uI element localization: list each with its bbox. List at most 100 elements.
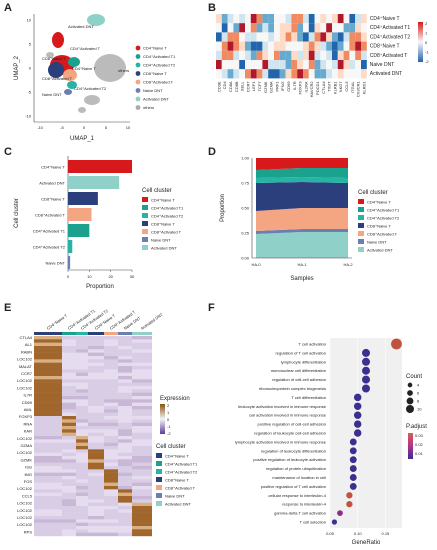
marker-heatmap-cell	[314, 14, 321, 24]
heatmap-gene-label: FOXP3	[19, 414, 33, 419]
umap-x-tick: 10	[126, 125, 131, 130]
heatmap-gene-label: GZMA	[20, 443, 32, 448]
heatmap-cell	[132, 402, 152, 407]
heatmap-cell	[34, 426, 62, 430]
marker-heatmap-cell	[349, 41, 356, 51]
heatmap-cell	[62, 406, 76, 410]
cluster-others-blob-4	[46, 52, 54, 58]
heatmap-cell	[62, 399, 76, 403]
umap-ylabel: UMAP_2	[14, 55, 20, 80]
heatmap-cell	[62, 492, 76, 497]
heatmap-cell	[88, 336, 104, 340]
marker-heatmap-col-label: IL7R	[292, 81, 297, 90]
marker-heatmap-cell	[216, 32, 222, 42]
heatmap-cell	[132, 406, 152, 410]
marker-heatmap-col-label: CCR7	[245, 81, 250, 93]
heatmap-cell	[34, 356, 62, 360]
marker-heatmap-cell	[279, 23, 286, 33]
dot-plot-p-title: P.adjust	[406, 424, 427, 430]
heatmap-cell	[88, 342, 104, 347]
heatmap-cell	[88, 352, 104, 357]
heatmap-cell	[104, 419, 118, 423]
heatmap-cell	[132, 419, 152, 423]
area-series	[256, 158, 348, 258]
marker-heatmap-cell	[227, 41, 234, 51]
marker-heatmap-cell	[355, 23, 361, 33]
heatmap-cell	[62, 376, 76, 380]
bar	[68, 160, 132, 173]
heatmap-cell	[34, 532, 62, 537]
dot-plot-term-label: mononuclear cell differentiation	[271, 368, 326, 373]
heatmap-group-bar-segment	[88, 332, 104, 335]
umap-legend-label: CD8⁺Naive T	[143, 71, 167, 76]
heatmap-gene-label: CCL5	[22, 493, 33, 498]
heatmap-cell	[132, 482, 152, 487]
marker-heatmap-scale-tick: 1	[425, 31, 428, 36]
heatmap-cell	[88, 476, 104, 480]
heatmap-cell	[62, 502, 76, 507]
marker-heatmap-cell	[216, 69, 222, 79]
umap-label-cd4-activated: CD4⁺Activated T	[70, 46, 101, 51]
heatmap-cell	[132, 422, 152, 427]
heatmap-cell	[132, 466, 152, 470]
marker-heatmap-row-label: CD4⁺Activated T2	[370, 34, 411, 40]
marker-heatmap-cell	[343, 60, 350, 70]
marker-heatmap-col-label: PRF1	[274, 81, 279, 92]
heatmap-cell	[118, 336, 132, 340]
heatmap-cell	[76, 339, 88, 343]
marker-heatmap-cell	[332, 50, 338, 60]
marker-heatmap-cell	[233, 69, 240, 79]
heatmap-cell	[62, 452, 76, 457]
marker-heatmap-cell	[355, 69, 361, 79]
marker-heatmap-cell	[274, 41, 280, 51]
heatmap-cell	[34, 429, 62, 433]
dot-plot-point	[337, 510, 343, 516]
heatmap-cluster-legend-swatch	[156, 493, 162, 498]
heatmap-cell	[88, 399, 104, 403]
heatmap-cell	[76, 456, 88, 460]
heatmap-cell	[132, 392, 152, 397]
marker-heatmap-col-label: GZMA	[269, 81, 274, 93]
marker-heatmap-cell	[274, 50, 280, 60]
heatmap-cell	[104, 339, 118, 343]
heatmap-cell	[132, 346, 152, 350]
marker-heatmap-col-label: NKG7	[338, 81, 343, 93]
heatmap-cell	[62, 336, 76, 340]
marker-heatmap-cell	[332, 69, 338, 79]
heatmap-cell	[34, 419, 62, 423]
heatmap-cell	[118, 476, 132, 480]
dot-plot-count-legend-dot	[406, 397, 414, 405]
marker-heatmap-cell	[285, 32, 292, 42]
heatmap-cell	[132, 489, 152, 493]
heatmap-cell	[88, 406, 104, 410]
marker-heatmap-cell	[262, 41, 269, 51]
marker-heatmap-cell	[256, 69, 263, 79]
heatmap-cell	[118, 522, 132, 527]
heatmap-cell	[62, 432, 76, 437]
heatmap-cell	[88, 499, 104, 503]
heatmap-cell	[62, 509, 76, 513]
heatmap-cell	[34, 389, 62, 393]
heatmap-gene-label: KAR	[24, 429, 32, 434]
area-series-band	[256, 208, 348, 231]
marker-heatmap-cell	[250, 50, 257, 60]
cluster-cd8-naive-blob	[48, 62, 64, 78]
umap-legend-label: Naive DNT	[143, 88, 163, 93]
dot-plot-term-label: T cell selection	[300, 520, 326, 525]
marker-heatmap-cell	[216, 60, 222, 70]
area-y-tick: 0.00	[241, 256, 250, 261]
marker-heatmap-cell	[326, 60, 332, 70]
heatmap-cell	[76, 482, 88, 487]
marker-heatmap-cell	[337, 69, 344, 79]
marker-heatmap-cell	[233, 32, 240, 42]
heatmap-cell	[62, 386, 76, 390]
heatmap-cell	[132, 342, 152, 347]
heatmap-cell	[104, 479, 118, 483]
bar-legend-swatch	[142, 229, 148, 234]
marker-heatmap-cell	[343, 14, 350, 24]
marker-heatmap-cell	[268, 60, 274, 70]
marker-heatmap-cell	[355, 41, 361, 51]
marker-heatmap-cell	[361, 50, 367, 60]
heatmap-cell	[62, 342, 76, 347]
heatmap-cell	[62, 442, 76, 447]
